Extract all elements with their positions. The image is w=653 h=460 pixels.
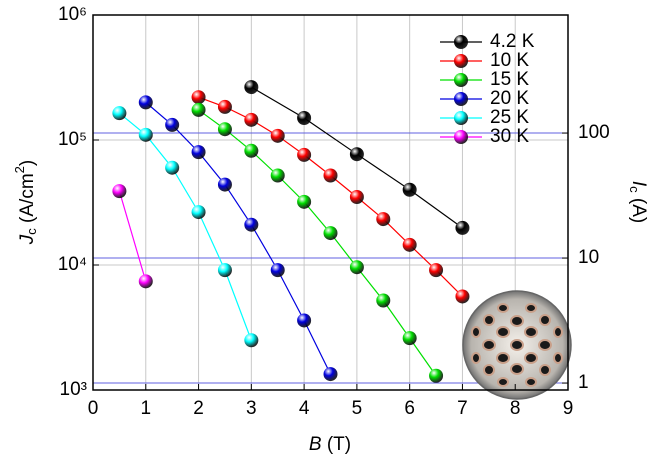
- data-point: [349, 260, 364, 275]
- y-tick-label: 10⁶: [58, 4, 87, 25]
- data-point: [217, 263, 232, 278]
- data-point: [138, 274, 153, 289]
- data-point: [191, 205, 206, 220]
- data-point: [270, 263, 285, 278]
- data-point: [402, 331, 417, 346]
- x-tick-label: 1: [140, 398, 151, 419]
- legend-marker: [454, 73, 468, 87]
- data-point: [244, 143, 259, 158]
- x-tick-label: 8: [510, 398, 521, 419]
- legend-marker: [454, 111, 468, 125]
- x-tick-label: 0: [88, 398, 99, 419]
- x-tick-label: 2: [193, 398, 204, 419]
- label-part: (A/cm: [17, 173, 38, 228]
- y2-tick-label: 10: [578, 247, 599, 268]
- y2-axis-label: Ic (A): [627, 181, 649, 223]
- data-point: [323, 168, 338, 183]
- legend-label: 4.2 K: [490, 31, 535, 52]
- plot-frame: [92, 14, 569, 391]
- x-tick-label: 6: [404, 398, 415, 419]
- data-point: [349, 189, 364, 204]
- legend-marker: [454, 35, 468, 49]
- data-point: [244, 333, 259, 348]
- data-point: [349, 147, 364, 162]
- label-part: J: [17, 234, 38, 245]
- data-point: [455, 289, 470, 304]
- series-line: [145, 101, 332, 375]
- inset-image: [462, 290, 572, 400]
- legend-label: 30 K: [490, 126, 529, 147]
- data-point: [191, 145, 206, 160]
- data-point: [112, 106, 127, 121]
- label-part: I: [628, 181, 649, 187]
- data-point: [165, 117, 180, 132]
- data-point: [138, 95, 153, 110]
- label-part: (A): [628, 193, 649, 224]
- legend-marker: [454, 92, 468, 106]
- x-tick-label: 4: [299, 398, 310, 419]
- data-point: [217, 99, 232, 114]
- data-point: [323, 226, 338, 241]
- data-point: [217, 177, 232, 192]
- series-line: [198, 109, 437, 377]
- x-tick-label: 5: [352, 398, 363, 419]
- data-point: [297, 110, 312, 125]
- x-tick-label: 7: [457, 398, 468, 419]
- data-point: [429, 263, 444, 278]
- y-tick-label: 10³: [60, 379, 87, 400]
- x-axis-label: B (T): [309, 434, 351, 455]
- label-part: (T): [322, 434, 352, 455]
- data-point: [191, 102, 206, 117]
- data-point: [376, 212, 391, 227]
- data-point: [165, 160, 180, 175]
- label-part: c: [627, 186, 642, 193]
- data-point: [297, 147, 312, 162]
- data-point: [244, 112, 259, 127]
- data-point: [217, 122, 232, 137]
- y-tick-label: 10⁴: [58, 254, 87, 275]
- legend-label: 25 K: [490, 107, 529, 128]
- data-point: [297, 194, 312, 209]
- label-part: ): [17, 160, 38, 166]
- data-point: [270, 128, 285, 143]
- data-point: [323, 367, 338, 382]
- data-point: [191, 90, 206, 105]
- series-line: [118, 190, 147, 282]
- x-tick-label: 9: [563, 398, 574, 419]
- data-point: [138, 127, 153, 142]
- data-point: [244, 217, 259, 232]
- y2-tick-label: 1: [578, 372, 589, 393]
- legend-label: 10 K: [490, 50, 529, 71]
- legend-label: 15 K: [490, 69, 529, 90]
- data-point: [455, 220, 470, 235]
- data-point: [429, 368, 444, 383]
- data-point: [376, 293, 391, 308]
- series-line: [198, 96, 463, 297]
- y-tick-label: 10⁵: [58, 129, 87, 150]
- x-tick-label: 3: [246, 398, 257, 419]
- legend-marker: [454, 54, 468, 68]
- data-point: [402, 237, 417, 252]
- label-part: 2: [12, 166, 27, 173]
- legend-marker: [454, 130, 468, 144]
- data-point: [270, 168, 285, 183]
- label-part: c: [24, 228, 39, 235]
- legend-label: 20 K: [490, 88, 529, 109]
- y-axis-label: Jc (A/cm2): [12, 160, 39, 245]
- data-point: [244, 80, 259, 95]
- data-point: [297, 313, 312, 328]
- data-point: [112, 184, 127, 199]
- data-point: [402, 182, 417, 197]
- y2-tick-label: 100: [578, 122, 610, 143]
- label-part: B: [309, 434, 322, 455]
- series-line: [119, 112, 252, 341]
